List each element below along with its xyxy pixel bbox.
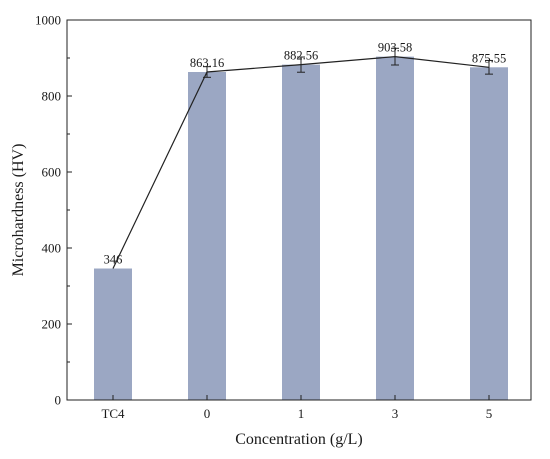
data-label-1: 863.16	[190, 56, 224, 70]
bar-3	[376, 56, 414, 401]
y-axis: 0 200 400 600 800 1000	[35, 13, 72, 408]
data-label-0: 346	[104, 253, 123, 267]
x-axis-title: Concentration (g/L)	[235, 431, 363, 448]
trend-line-group	[112, 56, 490, 269]
bar-1	[188, 71, 226, 400]
x-axis: TC4 0 1 3 5	[101, 395, 492, 421]
y-axis-title: Microhardness (HV)	[10, 144, 27, 277]
bar-0	[94, 268, 132, 400]
data-label-2: 882.56	[284, 49, 318, 63]
data-labels-group: 346 863.16 882.56 903.58 875.55	[104, 41, 507, 267]
bar-2	[282, 64, 320, 400]
y-tick-label-5: 1000	[35, 13, 61, 28]
bars-group	[94, 56, 508, 401]
x-tick-label-0: TC4	[101, 406, 125, 421]
bar-4	[470, 67, 508, 400]
y-tick-label-1: 200	[42, 317, 62, 332]
data-label-3: 903.58	[378, 41, 412, 55]
x-tick-label-3: 3	[392, 406, 399, 421]
trend-line	[112, 56, 490, 269]
y-tick-label-3: 600	[42, 165, 62, 180]
x-tick-label-2: 1	[298, 406, 305, 421]
y-tick-label-0: 0	[55, 393, 62, 408]
x-tick-label-4: 5	[486, 406, 493, 421]
data-label-4: 875.55	[472, 51, 506, 65]
y-tick-label-2: 400	[42, 241, 62, 256]
y-tick-label-4: 800	[42, 89, 62, 104]
x-tick-label-1: 0	[204, 406, 211, 421]
